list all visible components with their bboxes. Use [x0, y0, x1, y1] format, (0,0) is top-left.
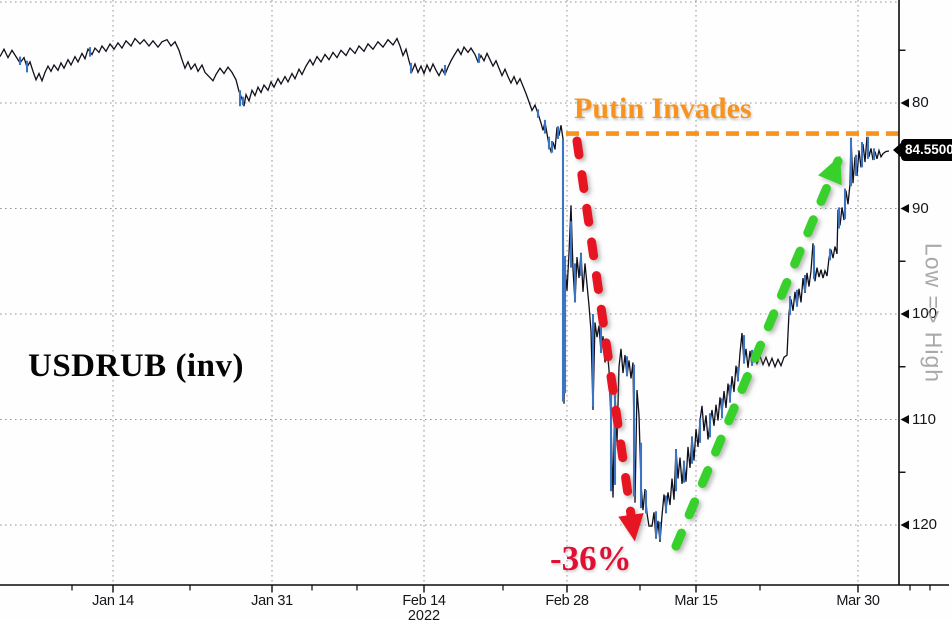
- y-tick-label: 100: [912, 305, 938, 322]
- drop-percentage-label: -36%: [550, 539, 632, 578]
- y-tick-arrow-icon: [900, 415, 909, 424]
- x-tick-label: Feb 28: [545, 593, 589, 609]
- y-tick-arrow-icon: [900, 204, 909, 213]
- y-tick-label: 110: [912, 410, 936, 428]
- price-bars-blue: [18, 47, 876, 540]
- down-arrow-icon: [572, 136, 644, 542]
- y-tick-label: 80: [912, 94, 929, 111]
- y-tick-label: 120: [912, 516, 938, 533]
- x-tick-label: Jan 31: [251, 593, 293, 609]
- annotation-arrows: [572, 136, 843, 551]
- axes: [0, 0, 949, 593]
- x-tick-label: Mar 15: [674, 593, 718, 609]
- price-series: [0, 37, 890, 542]
- y-tick-arrow-icon: [900, 520, 909, 530]
- year-label: 2022: [407, 608, 441, 620]
- event-annotation-label: Putin Invades: [574, 92, 752, 125]
- y-axis-title: Low => High: [920, 242, 947, 384]
- up-arrow-icon: [671, 155, 843, 551]
- last-price-tag: 84.5500: [893, 139, 952, 161]
- price-line: [0, 37, 890, 542]
- x-tick-label: Feb 14: [402, 593, 446, 609]
- x-tick-label: Mar 30: [836, 593, 880, 609]
- x-tick-label: Jan 14: [92, 593, 134, 609]
- gridlines: [0, 0, 899, 585]
- y-tick-arrow-icon: [900, 98, 909, 108]
- y-tick-label: 90: [912, 199, 929, 217]
- instrument-label: USDRUB (inv): [28, 348, 244, 384]
- y-tick-arrow-icon: [900, 309, 909, 319]
